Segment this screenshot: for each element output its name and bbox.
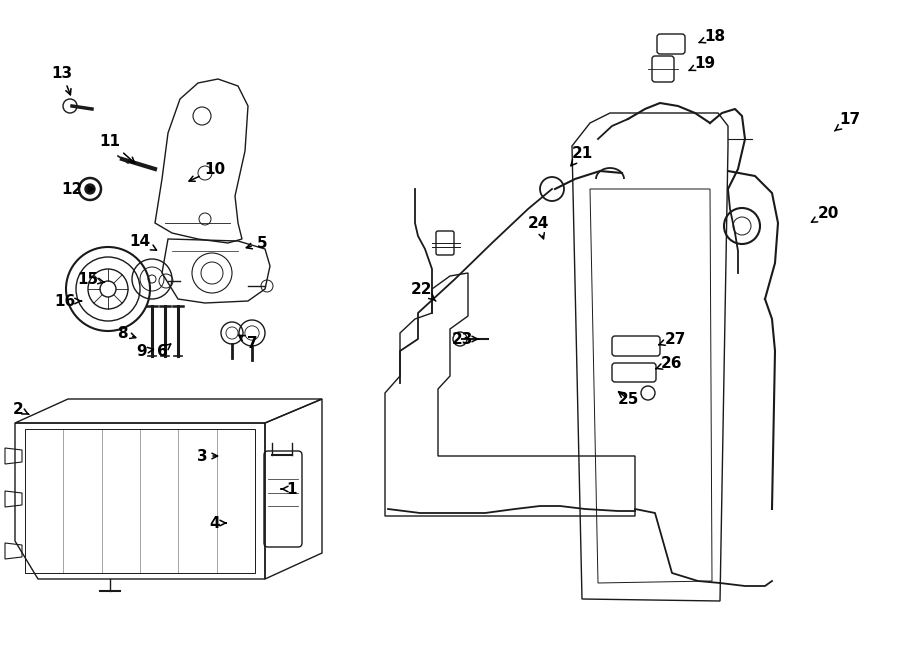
Text: 3: 3 bbox=[197, 449, 218, 463]
Text: 19: 19 bbox=[688, 56, 716, 71]
Text: 27: 27 bbox=[659, 332, 686, 346]
Text: 21: 21 bbox=[571, 145, 592, 166]
Text: 9: 9 bbox=[137, 344, 154, 358]
Text: 24: 24 bbox=[527, 215, 549, 239]
Text: 15: 15 bbox=[77, 272, 104, 286]
Text: 1: 1 bbox=[281, 481, 297, 496]
Text: 11: 11 bbox=[100, 134, 135, 163]
Text: 8: 8 bbox=[117, 325, 136, 340]
Text: 6: 6 bbox=[157, 344, 171, 358]
Text: 12: 12 bbox=[61, 182, 94, 196]
Text: 20: 20 bbox=[812, 206, 839, 222]
Text: 16: 16 bbox=[54, 293, 81, 309]
Text: 25: 25 bbox=[617, 391, 639, 407]
Text: 10: 10 bbox=[189, 161, 226, 181]
Text: 5: 5 bbox=[247, 235, 267, 251]
Text: 2: 2 bbox=[13, 401, 29, 416]
Text: 13: 13 bbox=[51, 65, 73, 95]
Text: 18: 18 bbox=[699, 28, 725, 44]
Text: 26: 26 bbox=[656, 356, 683, 371]
Text: 23: 23 bbox=[451, 332, 479, 346]
Text: 4: 4 bbox=[210, 516, 226, 531]
Text: 17: 17 bbox=[834, 112, 860, 131]
Text: 22: 22 bbox=[411, 282, 436, 301]
Text: 14: 14 bbox=[130, 233, 157, 251]
Text: 7: 7 bbox=[238, 335, 257, 350]
Circle shape bbox=[85, 184, 95, 194]
